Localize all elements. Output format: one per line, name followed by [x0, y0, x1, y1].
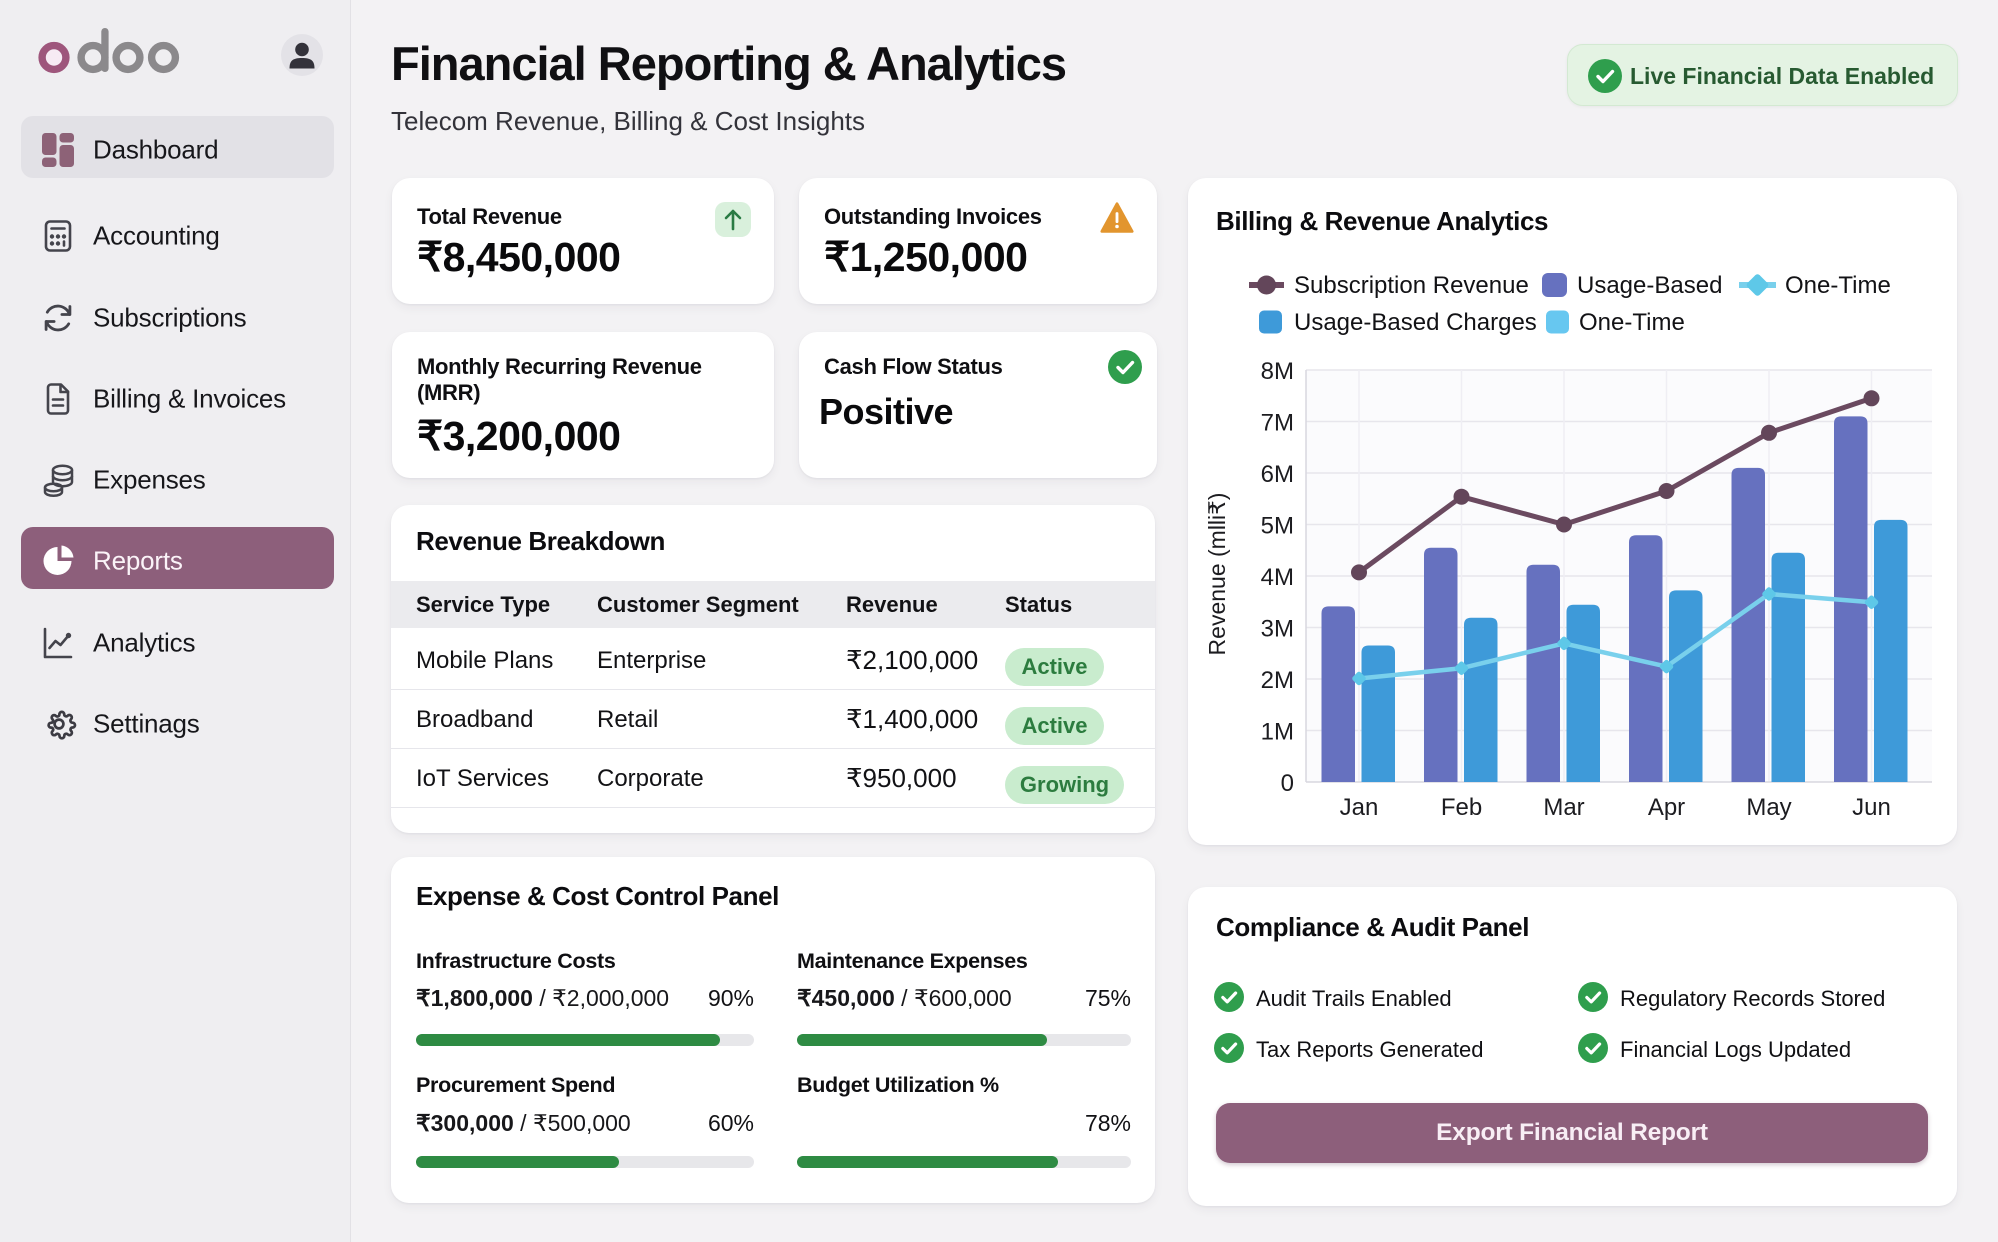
svg-text:Usage-Based Charges: Usage-Based Charges: [1294, 309, 1537, 336]
svg-text:Mar: Mar: [1543, 794, 1584, 821]
svg-text:6M: 6M: [1261, 461, 1294, 488]
svg-text:One-Time: One-Time: [1579, 309, 1685, 336]
svg-text:5M: 5M: [1261, 513, 1294, 540]
svg-text:Jun: Jun: [1852, 794, 1891, 821]
svg-text:May: May: [1746, 794, 1791, 821]
svg-text:3M: 3M: [1261, 616, 1294, 643]
svg-text:8M: 8M: [1261, 358, 1294, 385]
svg-text:Feb: Feb: [1441, 794, 1482, 821]
svg-text:Usage-Based: Usage-Based: [1577, 272, 1722, 299]
svg-text:7M: 7M: [1261, 410, 1294, 437]
svg-text:1M: 1M: [1261, 719, 1294, 746]
svg-text:Apr: Apr: [1648, 794, 1685, 821]
svg-text:One-Time: One-Time: [1785, 272, 1891, 299]
svg-text:Jan: Jan: [1340, 794, 1379, 821]
svg-text:4M: 4M: [1261, 564, 1294, 591]
svg-text:0: 0: [1281, 770, 1294, 797]
svg-text:2M: 2M: [1261, 667, 1294, 694]
svg-text:Revenue (mlli₹): Revenue (mlli₹): [1204, 493, 1230, 656]
svg-text:Subscription Revenue: Subscription Revenue: [1294, 272, 1529, 299]
